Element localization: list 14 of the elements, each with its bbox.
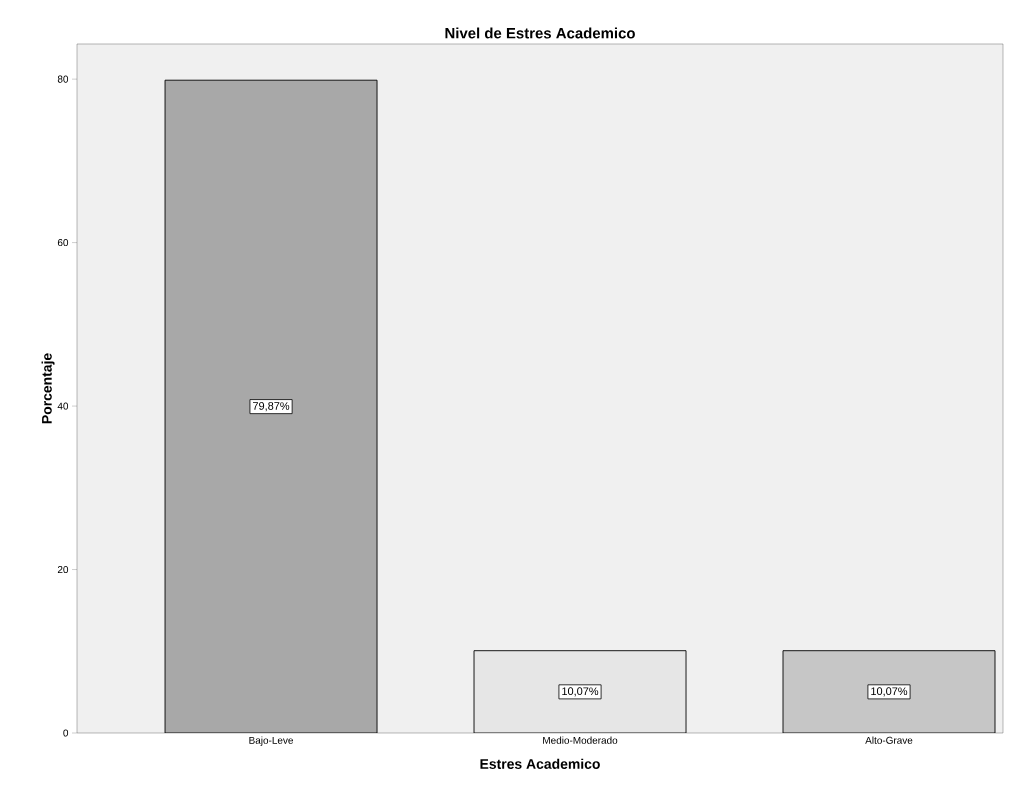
y-tick-label: 40 — [57, 402, 69, 410]
x-tick-label: Bajo-Leve — [249, 736, 294, 746]
data-label: 10,07% — [562, 687, 599, 697]
data-label: 79,87% — [253, 402, 290, 412]
y-tick-label: 0 — [63, 729, 69, 737]
x-axis-title: Estres Academico — [480, 758, 600, 769]
y-tick-label: 60 — [57, 239, 69, 247]
y-tick-label: 80 — [57, 75, 69, 83]
x-tick-label: Alto-Grave — [865, 736, 913, 744]
data-label: 10,07% — [871, 687, 908, 697]
chart-title: Nivel de Estres Academico — [445, 27, 635, 39]
y-axis-title: Porcentaje — [41, 353, 55, 424]
x-tick-label: Medio-Moderado — [543, 736, 618, 744]
y-tick-label: 20 — [57, 566, 69, 574]
